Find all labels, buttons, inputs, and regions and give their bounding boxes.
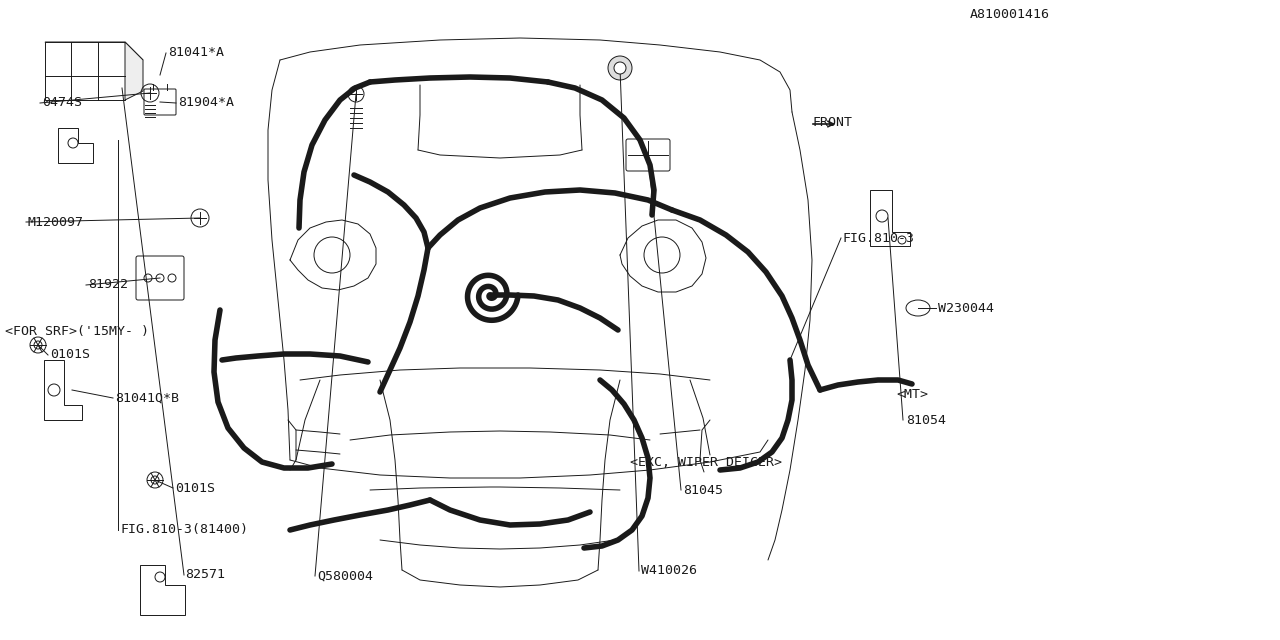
Text: 81922: 81922 bbox=[88, 278, 128, 291]
FancyBboxPatch shape bbox=[143, 89, 177, 115]
Text: W230044: W230044 bbox=[938, 301, 995, 314]
Text: Q580004: Q580004 bbox=[317, 570, 372, 582]
Text: FIG.810-3: FIG.810-3 bbox=[844, 232, 915, 244]
Text: A810001416: A810001416 bbox=[970, 8, 1050, 20]
Text: 82571: 82571 bbox=[186, 568, 225, 582]
Polygon shape bbox=[870, 190, 910, 246]
Text: 81041Q*B: 81041Q*B bbox=[115, 392, 179, 404]
Text: <EXC, WIPER DEICER>: <EXC, WIPER DEICER> bbox=[630, 456, 782, 470]
Circle shape bbox=[614, 62, 626, 74]
Polygon shape bbox=[45, 42, 143, 60]
Text: 81054: 81054 bbox=[906, 413, 946, 426]
FancyBboxPatch shape bbox=[136, 256, 184, 300]
Text: 0474S: 0474S bbox=[42, 97, 82, 109]
Circle shape bbox=[608, 56, 632, 80]
Polygon shape bbox=[44, 360, 82, 420]
FancyBboxPatch shape bbox=[626, 139, 669, 171]
Text: 81045: 81045 bbox=[684, 483, 723, 497]
Text: <MT>: <MT> bbox=[896, 387, 928, 401]
Text: 81904*A: 81904*A bbox=[178, 97, 234, 109]
Text: 81041*A: 81041*A bbox=[168, 47, 224, 60]
Polygon shape bbox=[58, 128, 93, 163]
Text: <FOR SRF>('15MY- ): <FOR SRF>('15MY- ) bbox=[5, 326, 148, 339]
Polygon shape bbox=[125, 42, 143, 100]
Ellipse shape bbox=[906, 300, 931, 316]
Polygon shape bbox=[140, 565, 186, 615]
Text: M120097: M120097 bbox=[28, 216, 84, 228]
Text: 0101S: 0101S bbox=[175, 481, 215, 495]
Text: FRONT: FRONT bbox=[812, 116, 852, 129]
Polygon shape bbox=[45, 42, 125, 100]
Text: FIG.810-3(81400): FIG.810-3(81400) bbox=[120, 524, 248, 536]
Text: 0101S: 0101S bbox=[50, 349, 90, 362]
Text: W410026: W410026 bbox=[641, 564, 698, 577]
